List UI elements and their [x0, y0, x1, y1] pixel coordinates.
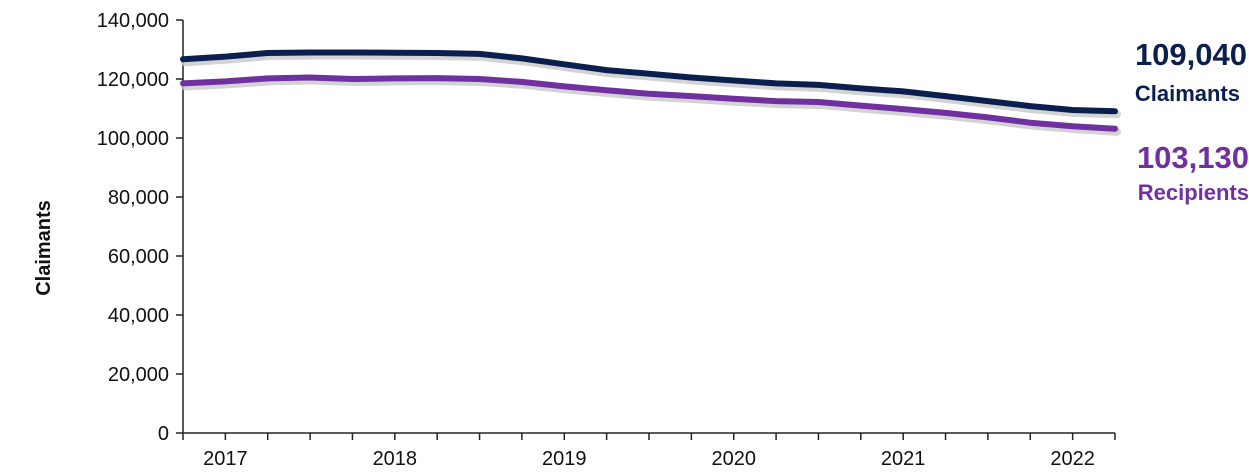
- end-value-claimants: 109,040: [1135, 37, 1247, 72]
- x-tick-label: 2021: [881, 448, 926, 470]
- series-line-recipients: [180, 74, 1118, 132]
- x-tick-label: 2020: [711, 448, 756, 470]
- x-tick-label: 2019: [542, 448, 587, 470]
- x-tick-label: 2017: [203, 448, 248, 470]
- y-tick-label: 140,000: [97, 10, 169, 32]
- series-layer: [180, 49, 1121, 136]
- y-tick-label: 20,000: [108, 364, 169, 386]
- y-tick-label: 100,000: [97, 128, 169, 150]
- series-line-claimants: [180, 49, 1118, 115]
- y-tick-label: 40,000: [108, 305, 169, 327]
- y-tick-label: 80,000: [108, 187, 169, 209]
- end-label-recipients: Recipients: [1138, 180, 1249, 205]
- end-label-claimants: Claimants: [1135, 81, 1240, 106]
- x-tick-label: 2018: [373, 448, 418, 470]
- y-tick-label: 60,000: [108, 246, 169, 268]
- x-tick-label: 2022: [1050, 448, 1095, 470]
- y-axis-title: Claimants: [33, 200, 55, 296]
- y-tick-label: 0: [158, 423, 169, 445]
- end-labels: 109,040 Claimants 103,130 Recipients: [1135, 37, 1249, 205]
- y-tick-label: 120,000: [97, 69, 169, 91]
- y-axis: 0 20,000 40,000 60,000 80,000 100,000 120,000 1…: [97, 10, 184, 445]
- x-axis: 2017 2018 2019 2020 2021 2022: [182, 432, 1116, 470]
- end-value-recipients: 103,130: [1137, 140, 1249, 175]
